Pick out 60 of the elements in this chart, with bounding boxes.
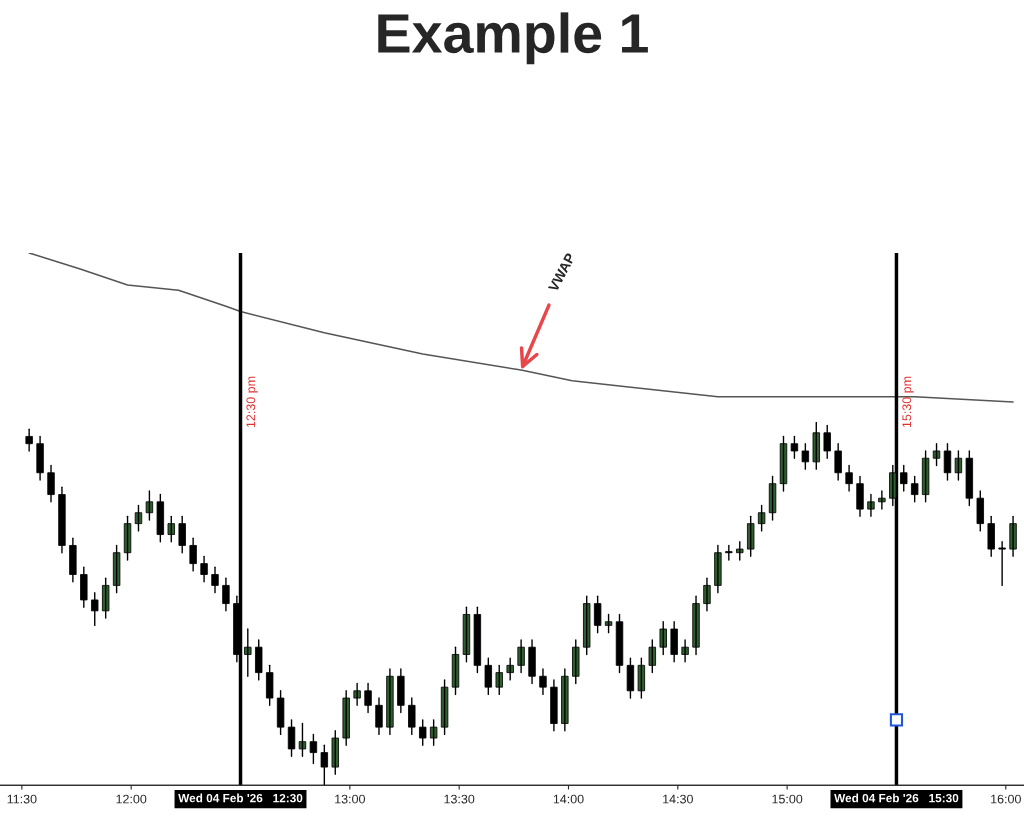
candlestick bbox=[91, 591, 99, 627]
x-tick-label: 14:00 bbox=[553, 794, 584, 804]
candlestick bbox=[954, 450, 963, 481]
candlestick bbox=[495, 664, 503, 696]
text: Wed 04 Feb '26 12:30 bbox=[178, 793, 303, 803]
candlestick bbox=[659, 621, 667, 656]
candlestick bbox=[298, 722, 307, 757]
x-tick-label: 11:30 bbox=[7, 794, 37, 804]
candlestick bbox=[987, 515, 995, 558]
candlestick bbox=[867, 493, 875, 518]
candlestick bbox=[965, 450, 974, 507]
candlestick bbox=[276, 690, 285, 736]
candlestick bbox=[736, 541, 744, 561]
candlestick bbox=[812, 421, 820, 470]
candlestick bbox=[823, 424, 831, 459]
ref-line-label: 15:30 pm bbox=[902, 376, 914, 428]
candlestick bbox=[484, 657, 493, 696]
candlestick bbox=[583, 595, 591, 656]
candlestick bbox=[932, 442, 941, 467]
candlestick bbox=[757, 504, 766, 532]
candlestick bbox=[353, 682, 361, 707]
text: Wed 04 Feb '26 15:30 bbox=[834, 793, 959, 803]
candlestick bbox=[921, 450, 930, 503]
chart-title: Example 1 bbox=[378, 12, 648, 65]
x-tick-label: 14:30 bbox=[663, 794, 693, 804]
candlestick bbox=[572, 639, 580, 685]
candlestick bbox=[265, 664, 274, 707]
candlestick bbox=[408, 697, 416, 736]
candlestick bbox=[637, 657, 646, 699]
candlestick bbox=[309, 733, 318, 765]
candlestick bbox=[419, 719, 427, 746]
candlestick bbox=[473, 606, 482, 674]
candlestick bbox=[112, 544, 121, 594]
candlestick bbox=[604, 613, 613, 634]
candlestick bbox=[331, 730, 339, 776]
candlestick bbox=[320, 744, 329, 786]
candlestick bbox=[998, 541, 1006, 587]
candlestick bbox=[244, 628, 252, 677]
candlestick bbox=[976, 490, 984, 532]
candlestick bbox=[101, 577, 110, 619]
candlestick bbox=[145, 490, 154, 521]
ref-line-label: 12:30 pm bbox=[246, 376, 258, 428]
candlestick bbox=[156, 493, 165, 543]
candlestick bbox=[746, 515, 755, 558]
x-tick-label: 13:30 bbox=[444, 794, 475, 804]
candlestick bbox=[167, 515, 175, 543]
candlestick bbox=[790, 435, 799, 459]
candlestick bbox=[801, 442, 810, 470]
candlestick bbox=[440, 679, 449, 736]
candlestick bbox=[910, 475, 919, 503]
candlestick bbox=[900, 464, 908, 492]
x-tick-label: 12:00 bbox=[116, 794, 147, 804]
candlestick bbox=[178, 515, 186, 554]
candlestick bbox=[593, 595, 602, 634]
candlestick bbox=[648, 639, 656, 674]
x-tick-label: 15:00 bbox=[772, 794, 803, 804]
candlestick bbox=[429, 719, 438, 746]
candlestick bbox=[255, 639, 263, 681]
x-tick-label: 13:00 bbox=[335, 794, 365, 804]
x-tick-label: 16:00 bbox=[991, 794, 1021, 804]
